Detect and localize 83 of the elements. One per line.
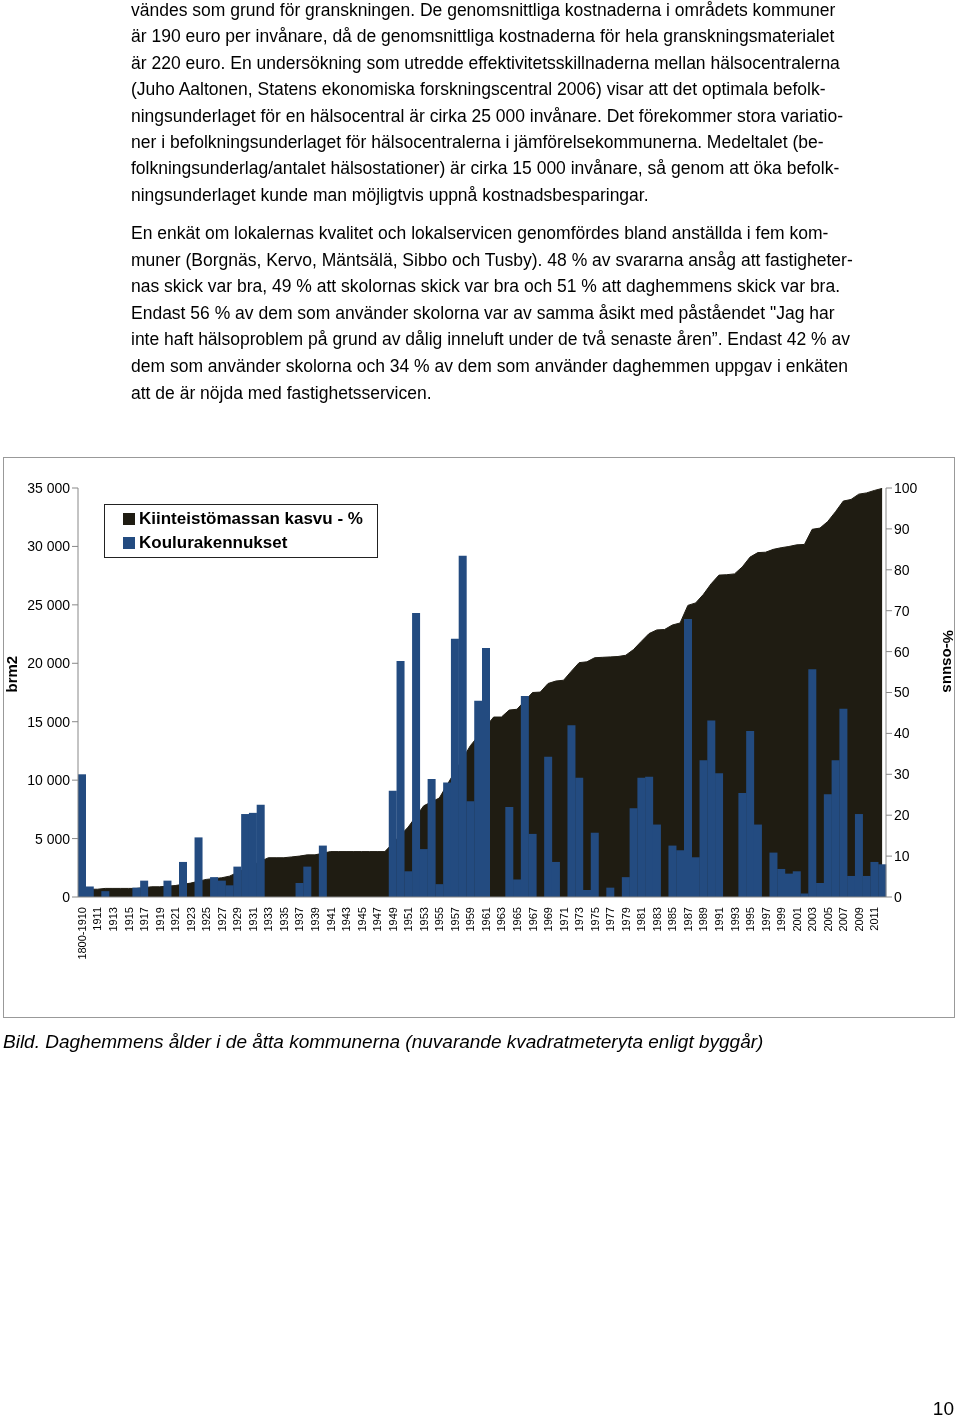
x-tick-label: 1997 (759, 907, 772, 932)
x-tick-label: 1973 (573, 907, 586, 932)
x-tick-label: 1975 (588, 907, 601, 932)
y-tick-label: 25 000 (27, 596, 71, 613)
y2-tick-label: 30 (894, 766, 910, 783)
x-tick-label: 1947 (371, 907, 384, 932)
x-tick-label: 1800-1910 (75, 907, 88, 960)
x-tick-label: 1959 (464, 907, 477, 932)
y-tick-label: 20 000 (27, 655, 71, 672)
y-tick-label: 15 000 (27, 713, 71, 730)
x-tick-label: 1953 (417, 907, 430, 932)
x-tick-label: 1961 (479, 907, 492, 932)
x-tick-label: 1939 (308, 907, 321, 932)
x-tick-label: 1927 (215, 907, 228, 932)
x-tick-label: 2003 (806, 907, 819, 932)
x-tick-label: 1993 (728, 907, 741, 932)
x-tick-label: 1943 (340, 907, 353, 932)
y2-tick-label: 90 (894, 520, 910, 537)
x-tick-label: 1971 (557, 907, 570, 932)
x-tick-label: 1933 (262, 907, 275, 932)
x-tick-label: 1979 (619, 907, 632, 932)
x-tick-label: 1963 (495, 907, 508, 932)
y2-tick-label: 0 (894, 888, 902, 905)
x-tick-label: 1913 (106, 907, 119, 932)
y2-tick-label: 60 (894, 643, 910, 660)
y-tick-label: 30 000 (27, 538, 71, 555)
x-tick-label: 1921 (169, 907, 182, 932)
legend-label: Kiinteistömassan kasvu - % (139, 508, 363, 530)
x-tick-label: 1989 (697, 907, 710, 932)
x-tick-label: 2001 (790, 907, 803, 932)
x-tick-label: 1919 (153, 907, 166, 932)
y2-tick-label: 50 (894, 684, 910, 701)
text: En enkät om lokalernas kvalitet och lokalservicen genomfördes bland anställda i fem kom- muner (Borgnäs, Kervo, Mäntsälä, Sibbo och Tusby). 48 % av svararna ansåg att fastigheter- nas skick var bra, 49 % att skolornas skick var bra och 51 % att daghemmens skick var bra. Endast 56 % av dem som använder skolorna var av samma åsikt med påståendet "Jag har inte haft hälsoproblem på grund av dålig inneluft under de två senaste åren”. Endast 42 % av dem som använder skolorna och 34 % av dem som använder daghemmen uppgav i enkäten att de är nöjda med fastighetsservicen. (131, 222, 853, 405)
x-tick-label: 1995 (744, 907, 757, 932)
x-tick-label: 1911 (91, 907, 104, 931)
text: 10 (932, 1398, 954, 1419)
x-tick-label: 1925 (200, 907, 213, 932)
y2-tick-label: 10 (894, 848, 910, 865)
x-tick-label: 1935 (277, 907, 290, 932)
x-tick-label: 1945 (355, 907, 368, 932)
x-tick-label: 1949 (386, 907, 399, 932)
x-tick-label: 1967 (526, 907, 539, 932)
x-tick-label: 1937 (293, 907, 306, 932)
x-tick-label: 1929 (231, 907, 244, 932)
text: vändes som grund för granskningen. De genomsnittliga kostnaderna i områdets kommuner är 190 euro per invånare, då de genomsnittliga kostnaderna för hela granskningsmaterialet är 220 euro. En undersökning som utredde effektivitetsskillnaderna mellan hälsocentralerna (Juho Aaltonen, Statens ekonomiska forskningscentral 2006) visar att det optimala befolk- ningsunderlaget för en hälsocentral är cirka 25 000 invånare. Det förekommer stora variatio- ner i befolkningsunderlaget för hälsocentralerna i jämförelsekommunerna. Medeltalet (be- folkningsunderlag/antalet hälsostationer) är cirka 15 000 invånare, så genom att öka befolk- ningsunderlaget kunde man möjligtvis uppnå kostnadsbesparingar. (131, 0, 844, 207)
x-tick-label: 1955 (433, 907, 446, 932)
bar (318, 845, 327, 897)
x-tick-label: 2009 (852, 907, 865, 932)
x-tick-label: 2005 (821, 907, 834, 932)
y-tick-label: 0 (62, 888, 71, 905)
y-tick-label: 10 000 (27, 772, 71, 789)
x-tick-label: 2011 (868, 907, 881, 931)
bar (194, 837, 203, 897)
x-tick-label: 1991 (712, 907, 725, 932)
x-tick-label: 1941 (324, 907, 337, 932)
y2-tick-label: 20 (894, 807, 910, 824)
x-tick-label: 1965 (510, 907, 523, 932)
y-axis-title: brm2 (3, 655, 21, 693)
y2-tick-label: 100 (894, 479, 918, 496)
x-tick-label: 1987 (681, 907, 694, 932)
x-tick-label: 1985 (666, 907, 679, 932)
y2-tick-label: 40 (894, 725, 910, 742)
x-tick-label: 1915 (122, 907, 135, 932)
x-tick-label: 1983 (650, 907, 663, 932)
x-tick-label: 1917 (138, 907, 151, 932)
text: Bild. Daghemmens ålder i de åtta kommunerna (nuvarande kvadratmeteryta enligt byggår) (3, 1031, 764, 1053)
x-tick-label: 1981 (635, 907, 648, 932)
y2-axis-title: %-osuus (939, 629, 957, 693)
y-tick-label: 35 000 (27, 479, 71, 496)
bar (163, 880, 172, 897)
x-tick-label: 1969 (542, 907, 555, 932)
x-tick-label: 1931 (246, 907, 259, 932)
y-tick-label: 5 000 (34, 830, 71, 847)
legend-label: Koulurakennukset (139, 532, 288, 554)
x-tick-label: 1951 (402, 907, 415, 932)
y2-tick-label: 80 (894, 561, 910, 578)
x-tick-label: 1957 (448, 907, 461, 932)
x-tick-label: 1977 (604, 907, 617, 932)
y2-tick-label: 70 (894, 602, 910, 619)
x-tick-label: 2007 (837, 907, 850, 932)
x-tick-label: 1923 (184, 907, 197, 932)
x-tick-label: 1999 (775, 907, 788, 932)
bar (179, 861, 187, 897)
